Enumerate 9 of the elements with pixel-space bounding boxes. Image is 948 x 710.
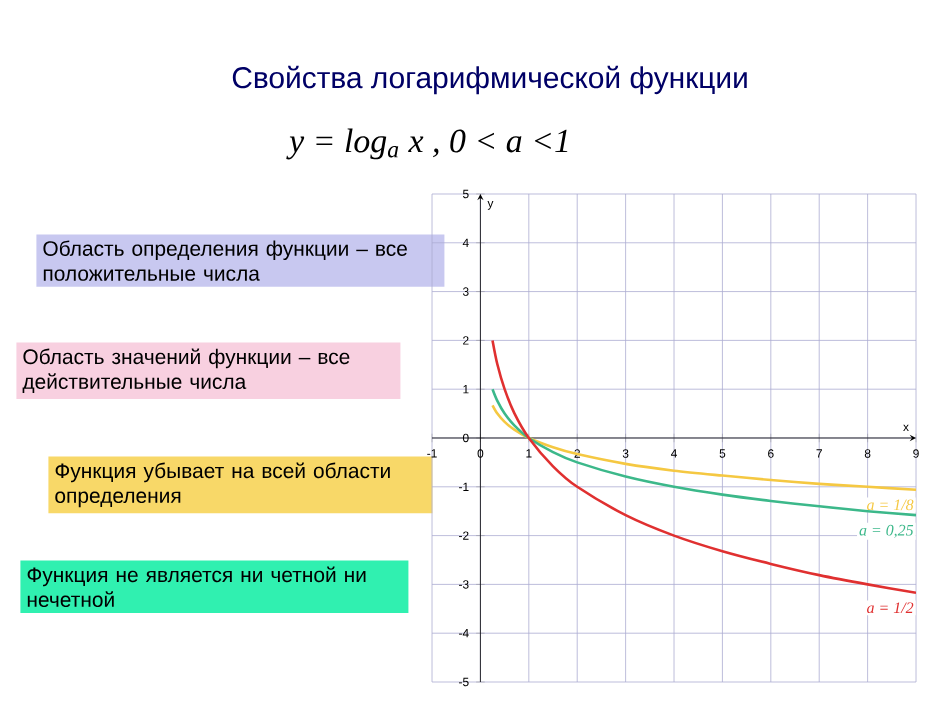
text: Область определения функции – все положительные числа [43,240,407,281]
text: Функция убывает на всей области определения [55,462,390,508]
line-series [491,404,917,492]
line-series [491,339,917,594]
text: Область значений функции – все действительные числа [22,348,350,393]
line-series [491,387,917,517]
text: Функция не является ни четной ни нечетной [27,566,366,608]
chart-title: Свойства логарифмической функции [232,65,747,95]
chart-subtitle: y = log$_{a}$ x , 0 < a <1 [286,128,568,160]
